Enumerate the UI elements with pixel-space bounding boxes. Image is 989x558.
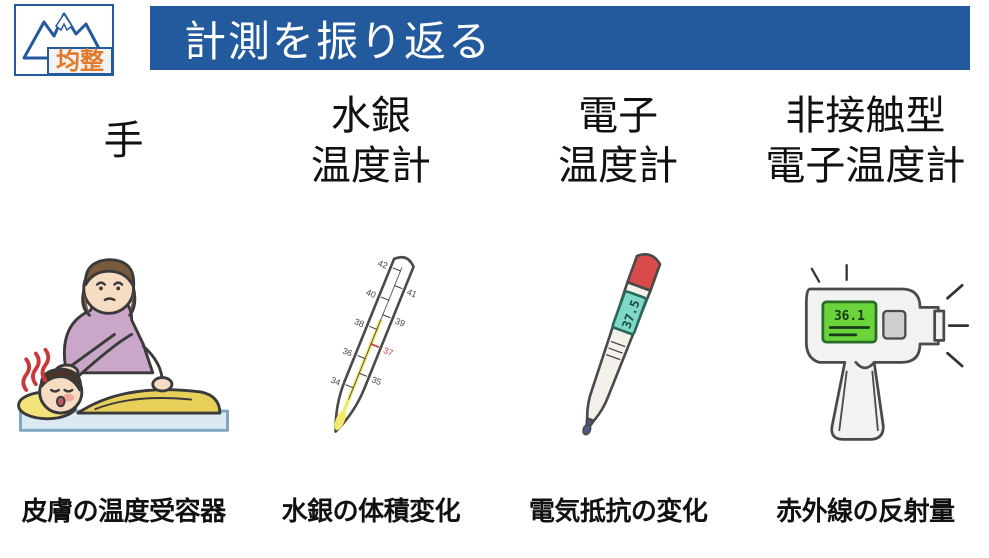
- column-hand: 手: [0, 86, 247, 546]
- svg-text:40: 40: [365, 287, 378, 300]
- illustration-ir: 36.1: [742, 196, 989, 491]
- logo: 均整: [14, 4, 114, 76]
- slide-header: 計測を振り返る: [150, 6, 970, 70]
- col-caption-ir: 赤外線の反射量: [776, 491, 955, 546]
- svg-text:35: 35: [370, 374, 383, 387]
- col-caption-hand: 皮膚の温度受容器: [22, 491, 226, 546]
- illustration-digital: 37.5: [495, 196, 742, 491]
- col-title-digital: 電子 温度計: [558, 86, 678, 196]
- svg-text:39: 39: [394, 315, 407, 328]
- col-caption-digital: 電気抵抗の変化: [529, 491, 708, 546]
- columns: 手: [0, 86, 989, 546]
- svg-text:37: 37: [382, 345, 395, 358]
- svg-text:36: 36: [341, 345, 354, 358]
- col-title-hand: 手: [104, 86, 144, 196]
- ir-reading: 36.1: [834, 309, 865, 324]
- slide-title: 計測を振り返る: [184, 8, 492, 69]
- svg-text:42: 42: [376, 257, 389, 270]
- svg-text:38: 38: [353, 316, 366, 329]
- column-ir: 非接触型 電子温度計 36.1: [742, 86, 989, 546]
- col-title-ir: 非接触型 電子温度計: [765, 86, 965, 196]
- col-title-mercury: 水銀 温度計: [311, 86, 431, 196]
- column-mercury: 水銀 温度計 34 35 36 37 38 39 40 41 42 水銀の体積変化: [247, 86, 494, 546]
- illustration-hand: [0, 196, 247, 491]
- logo-text: 均整: [56, 47, 104, 75]
- svg-text:41: 41: [405, 286, 418, 299]
- illustration-mercury: 34 35 36 37 38 39 40 41 42: [247, 196, 494, 491]
- col-caption-mercury: 水銀の体積変化: [282, 491, 461, 546]
- column-digital: 電子 温度計 37.5: [495, 86, 742, 546]
- svg-text:34: 34: [329, 374, 342, 387]
